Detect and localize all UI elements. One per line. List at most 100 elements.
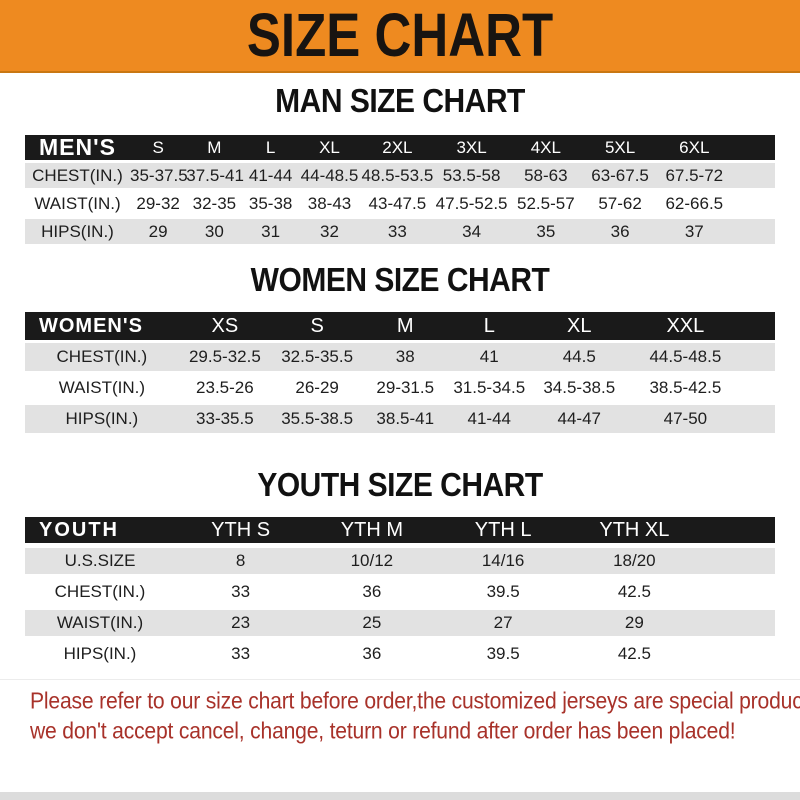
- row-label: WAIST(IN.): [34, 193, 121, 213]
- size-value-cell: 29: [148, 221, 168, 241]
- size-value-cell: 37: [684, 221, 704, 241]
- size-column-header: M: [207, 137, 222, 157]
- size-value-cell: 42.5: [617, 582, 651, 601]
- footer-note: Please refer to our size chart before or…: [0, 679, 800, 746]
- youth-table-title: YOUTH: [39, 518, 119, 541]
- size-value-cell: 53.5-58: [442, 165, 501, 185]
- size-value-cell: 37.5-41: [186, 165, 244, 185]
- size-value-cell: 35.5-38.5: [281, 409, 354, 428]
- row-label: HIPS(IN.): [41, 221, 114, 241]
- size-value-cell: 32.5-35.5: [281, 347, 354, 366]
- row-label: WAIST(IN.): [58, 378, 145, 397]
- size-value-cell: 41-44: [248, 165, 293, 185]
- youth-section-heading: YOUTH SIZE CHART: [257, 467, 543, 504]
- row-label: HIPS(IN.): [65, 409, 139, 428]
- size-column-header: YTH L: [474, 518, 532, 541]
- size-value-cell: 57-62: [598, 193, 642, 213]
- size-value-cell: 36: [610, 221, 630, 241]
- men-chest-row: CHEST(IN.) 35-37.5 37.5-41 41-44 44-48.5…: [25, 163, 775, 188]
- size-value-cell: 29-31.5: [376, 378, 435, 397]
- size-value-cell: 33-35.5: [196, 409, 254, 428]
- size-value-cell: 47-50: [663, 409, 708, 428]
- size-value-cell: 41: [479, 347, 499, 366]
- row-label: U.S.SIZE: [64, 551, 136, 570]
- women-hips-row: HIPS(IN.) 33-35.5 35.5-38.5 38.5-41 41-4…: [25, 405, 775, 433]
- size-value-cell: 52.5-57: [517, 193, 575, 213]
- youth-table-header-row: YOUTH YTH S YTH M YTH L YTH XL: [25, 517, 775, 543]
- size-value-cell: 38.5-41: [376, 409, 435, 428]
- size-value-cell: 38: [395, 347, 415, 366]
- youth-hips-row: HIPS(IN.) 33 36 39.5 42.5: [25, 641, 775, 667]
- size-column-header: M: [396, 314, 414, 337]
- size-value-cell: 29: [624, 613, 644, 632]
- size-value-cell: 39.5: [486, 644, 520, 663]
- size-value-cell: 38-43: [307, 193, 352, 213]
- size-column-header: XXL: [666, 314, 705, 337]
- size-column-header: L: [483, 314, 495, 337]
- size-value-cell: 30: [204, 221, 224, 241]
- women-waist-row: WAIST(IN.) 23.5-26 26-29 29-31.5 31.5-34…: [25, 374, 775, 402]
- size-value-cell: 36: [362, 644, 382, 663]
- size-value-cell: 23.5-26: [196, 378, 254, 397]
- size-column-header: 6XL: [679, 137, 710, 157]
- size-column-header: 5XL: [604, 137, 636, 157]
- size-column-header: YTH M: [340, 518, 403, 541]
- banner: SIZE CHART: [0, 0, 800, 73]
- women-table-title: WOMEN'S: [39, 314, 143, 337]
- size-value-cell: 42.5: [617, 644, 651, 663]
- size-value-cell: 41-44: [467, 409, 511, 428]
- size-column-header: YTH S: [211, 518, 271, 541]
- youth-waist-row: WAIST(IN.) 23 25 27 29: [25, 610, 775, 636]
- youth-chest-row: CHEST(IN.) 33 36 39.5 42.5: [25, 579, 775, 605]
- size-value-cell: 31.5-34.5: [453, 378, 526, 397]
- men-size-table: MEN'S S M L XL 2XL 3XL 4XL 5XL 6XL CHEST…: [25, 134, 775, 244]
- size-value-cell: 43-47.5: [368, 193, 427, 213]
- size-value-cell: 10/12: [350, 551, 394, 570]
- size-value-cell: 35-37.5: [130, 165, 188, 185]
- size-value-cell: 29-32: [136, 193, 180, 213]
- size-value-cell: 33: [231, 582, 251, 601]
- size-value-cell: 38.5-42.5: [649, 378, 722, 397]
- size-value-cell: 32-35: [192, 193, 237, 213]
- size-column-header: 4XL: [530, 137, 561, 157]
- size-value-cell: 32: [320, 221, 339, 241]
- size-value-cell: 67.5-72: [665, 165, 724, 185]
- size-column-header: XL: [319, 137, 340, 157]
- banner-title: SIZE CHART: [246, 1, 554, 70]
- size-value-cell: 36: [362, 582, 382, 601]
- size-value-cell: 58-63: [524, 165, 568, 185]
- row-label: CHEST(IN.): [54, 582, 146, 601]
- size-column-header: 2XL: [382, 137, 413, 157]
- size-value-cell: 34: [462, 221, 482, 241]
- size-column-header: L: [265, 137, 276, 157]
- size-value-cell: 48.5-53.5: [361, 165, 434, 185]
- size-value-cell: 8: [235, 551, 246, 570]
- size-value-cell: 18/20: [613, 551, 656, 570]
- men-section-heading: MAN SIZE CHART: [275, 83, 525, 120]
- row-label: CHEST(IN.): [32, 165, 123, 185]
- women-chest-row: CHEST(IN.) 29.5-32.5 32.5-35.5 38 41 44.…: [25, 343, 775, 371]
- bottom-strip: [0, 792, 800, 800]
- youth-size-table: YOUTH YTH S YTH M YTH L YTH XL U.S.SIZE …: [25, 517, 775, 667]
- size-value-cell: 33: [387, 221, 407, 241]
- size-value-cell: 33: [231, 644, 251, 663]
- size-column-header: XL: [567, 314, 592, 337]
- size-value-cell: 26-29: [295, 378, 339, 397]
- size-column-header: S: [310, 314, 324, 337]
- size-value-cell: 23: [231, 613, 251, 632]
- size-value-cell: 31: [261, 221, 281, 241]
- row-label: HIPS(IN.): [63, 644, 137, 663]
- women-size-table: WOMEN'S XS S M L XL XXL CHEST(IN.) 29.5-…: [25, 312, 775, 433]
- women-table-header-row: WOMEN'S XS S M L XL XXL: [25, 312, 775, 340]
- size-value-cell: 35-38: [248, 193, 293, 213]
- size-column-header: YTH XL: [599, 518, 670, 541]
- men-hips-row: HIPS(IN.) 29 30 31 32 33 34 35 36 37: [25, 219, 775, 244]
- men-table-header-row: MEN'S S M L XL 2XL 3XL 4XL 5XL 6XL: [25, 134, 775, 160]
- note-line-1: Please refer to our size chart before or…: [30, 688, 800, 714]
- note-line-2: we don't accept cancel, change, teturn o…: [30, 718, 736, 744]
- size-value-cell: 14/16: [481, 551, 525, 570]
- size-value-cell: 25: [362, 613, 382, 632]
- size-value-cell: 35: [536, 221, 556, 241]
- size-value-cell: 34.5-38.5: [543, 378, 616, 397]
